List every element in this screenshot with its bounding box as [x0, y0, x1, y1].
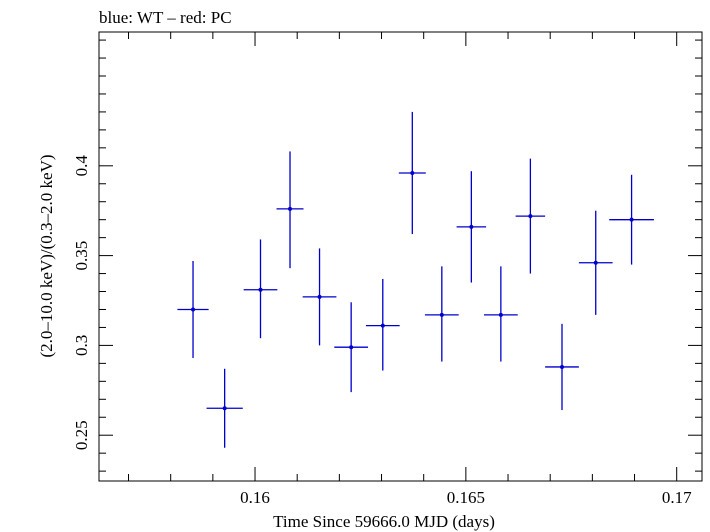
data-points [177, 111, 654, 448]
data-point [609, 174, 654, 265]
x-tick-label: 0.165 [447, 488, 485, 507]
x-tick-label: 0.17 [662, 488, 692, 507]
data-point [483, 266, 518, 362]
point-marker [498, 312, 503, 317]
y-tick-label: 0.4 [72, 155, 91, 177]
x-tick-label: 0.16 [240, 488, 270, 507]
point-marker [222, 406, 227, 411]
data-point [206, 368, 243, 448]
data-point [334, 302, 369, 393]
data-point [398, 111, 426, 235]
data-point [302, 248, 337, 346]
data-point [424, 266, 459, 362]
point-marker [380, 323, 385, 328]
data-point [515, 158, 546, 274]
point-marker [191, 307, 196, 312]
data-point [243, 239, 278, 339]
data-point [365, 278, 400, 371]
x-axis-label: Time Since 59666.0 MJD (days) [273, 512, 495, 531]
data-point [177, 260, 209, 358]
point-marker [593, 260, 598, 265]
point-marker [629, 217, 634, 222]
data-point [456, 171, 487, 283]
y-tick-label: 0.3 [72, 335, 91, 356]
axis-ticks [99, 32, 702, 481]
data-point [276, 151, 304, 269]
axis-tick-labels: 0.16 0.165 0.17 0.25 0.3 0.35 0.4 [72, 155, 692, 507]
plot-frame [98, 31, 703, 482]
point-marker [258, 287, 263, 292]
point-marker [469, 224, 474, 229]
y-tick-label: 0.25 [72, 420, 91, 450]
point-marker [439, 312, 444, 317]
point-marker [528, 214, 533, 219]
y-axis-label: (2.0–10.0 keV)/(0.3–2.0 keV) [37, 154, 56, 357]
data-point [545, 323, 579, 411]
point-marker [410, 170, 415, 175]
point-marker [349, 345, 354, 350]
chart-title: blue: WT – red: PC [99, 8, 232, 27]
point-marker [317, 294, 322, 299]
data-point [578, 210, 613, 315]
y-tick-label: 0.35 [72, 241, 91, 271]
point-marker [560, 364, 565, 369]
point-marker [288, 206, 293, 211]
